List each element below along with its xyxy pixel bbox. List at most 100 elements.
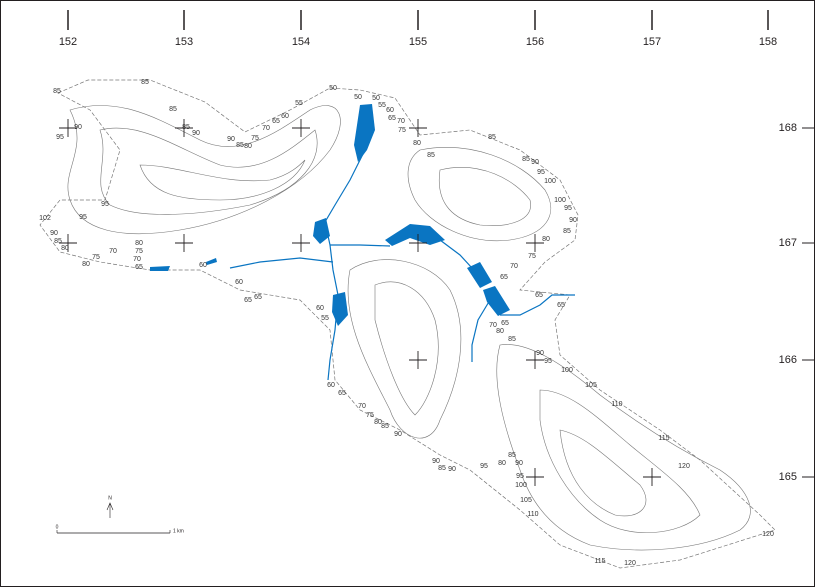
grid-label: 156 — [526, 36, 544, 48]
frame — [1, 1, 815, 587]
grid-label: 166 — [779, 354, 797, 366]
contour-label: 65 — [501, 320, 509, 327]
contour-label: 120 — [624, 560, 636, 567]
contour-label: 65 — [244, 297, 252, 304]
contour-label: 65 — [388, 115, 396, 122]
contour-label: 70 — [133, 256, 141, 263]
contour-label: 120 — [762, 531, 774, 538]
contour-label: 60 — [386, 107, 394, 114]
contour-label: 85 — [508, 452, 516, 459]
contour-label: 65 — [535, 292, 543, 299]
contour-label: 55 — [321, 315, 329, 322]
contour-label: 75 — [92, 254, 100, 261]
contour-label: 110 — [611, 401, 622, 408]
contour-label: 80 — [413, 140, 421, 147]
contour-label: 65 — [135, 264, 143, 271]
contour-label: 60 — [281, 113, 289, 120]
contour-label: 95 — [79, 214, 87, 221]
contour-label: 80 — [61, 245, 69, 252]
contour-label: 85 — [563, 228, 571, 235]
contour-label: 85 — [427, 152, 435, 159]
contour-label: 120 — [678, 463, 690, 470]
contour-label: 95 — [537, 169, 545, 176]
map: 1521531541551561571581681671661658585859… — [0, 0, 815, 587]
contour-label: 90 — [74, 124, 82, 131]
contour-label: 85 — [182, 124, 190, 131]
contour-label: 80 — [244, 143, 252, 150]
contour-label: 75 — [366, 412, 374, 419]
contour-label: 65 — [557, 302, 565, 309]
contour-label: 85 — [381, 423, 389, 430]
contour-label: 110 — [527, 511, 538, 518]
contour-label: 85 — [54, 238, 62, 245]
contour-label: 70 — [262, 125, 270, 132]
contour-label: 85 — [169, 106, 177, 113]
contour-label: 85 — [53, 88, 61, 95]
contour-label: 75 — [135, 248, 143, 255]
contour-label: 100 — [554, 197, 566, 204]
contour-label: 90 — [432, 458, 440, 465]
contour-label: 55 — [378, 102, 386, 109]
contour-label: 65 — [338, 390, 346, 397]
contour-label: 80 — [498, 460, 506, 467]
contour-label: 90 — [394, 431, 402, 438]
contour-label: 85 — [488, 134, 496, 141]
contour-label: 95 — [544, 358, 552, 365]
contour-label: 90 — [192, 130, 200, 137]
contour-label: 50 — [354, 94, 362, 101]
contour-label: 65 — [500, 274, 508, 281]
contour-label: 70 — [510, 263, 518, 270]
grid-label: 152 — [59, 36, 77, 48]
contour-label: 65 — [254, 294, 262, 301]
contour-label: 85 — [438, 465, 446, 472]
contour-label: 70 — [358, 403, 366, 410]
contour-label: 60 — [327, 382, 335, 389]
contour-label: 95 — [564, 205, 572, 212]
scale-end: 1 km — [173, 528, 184, 534]
grid-label: 167 — [779, 237, 797, 249]
grid-label: 165 — [779, 471, 797, 483]
contour-label: 75 — [528, 253, 536, 260]
contour-label: 85 — [522, 156, 530, 163]
contour-label: 90 — [448, 466, 456, 473]
contour-label: 95 — [101, 201, 109, 208]
contour-label: 115 — [658, 435, 669, 442]
contour-label: 80 — [542, 236, 550, 243]
contour-label: 80 — [374, 419, 382, 426]
grid-label: 168 — [779, 122, 797, 134]
contour-label: 60 — [235, 279, 243, 286]
contour-label: 80 — [82, 261, 90, 268]
grid-label: 153 — [175, 36, 193, 48]
contour-label: 100 — [515, 482, 527, 489]
grid-label: 154 — [292, 36, 310, 48]
contour-label: 95 — [480, 463, 488, 470]
contour-label: 60 — [199, 262, 207, 269]
contour-label: 100 — [561, 367, 573, 374]
contour-label: 70 — [109, 248, 117, 255]
contour-label: 105 — [520, 497, 532, 504]
contour-label: 90 — [515, 460, 523, 467]
contour-label: 50 — [372, 95, 380, 102]
grid-label: 157 — [643, 36, 661, 48]
contour-label: 60 — [316, 305, 324, 312]
contour-label: 95 — [516, 473, 524, 480]
contour-label: 90 — [569, 217, 577, 224]
contour-label: 75 — [251, 135, 259, 142]
contour-label: 90 — [50, 230, 58, 237]
north-label: N — [108, 495, 112, 501]
grid-label: 158 — [759, 36, 777, 48]
contour-label: 50 — [329, 85, 337, 92]
contour-label: 115 — [594, 558, 605, 565]
contour-label: 70 — [397, 118, 405, 125]
contour-label: 80 — [135, 240, 143, 247]
contour-label: 85 — [236, 142, 244, 149]
contour-label: 90 — [531, 159, 539, 166]
contour-label: 90 — [536, 350, 544, 357]
contour-label: 85 — [141, 79, 149, 86]
contour-label: 105 — [585, 382, 597, 389]
scale-start: 0 — [56, 524, 59, 530]
contour-label: 75 — [398, 127, 406, 134]
contour-label: 85 — [508, 336, 516, 343]
contour-label: 65 — [272, 118, 280, 125]
contour-label: 80 — [496, 328, 504, 335]
